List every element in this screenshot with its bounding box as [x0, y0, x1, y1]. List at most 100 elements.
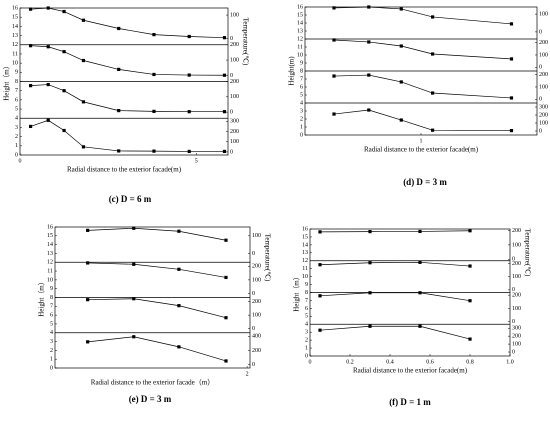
- y-tick-label: 10: [302, 274, 308, 280]
- y2-tick-label: 100: [539, 120, 548, 126]
- x-tick-label: 2: [246, 371, 249, 377]
- marker: [81, 58, 86, 63]
- marker: [62, 50, 66, 54]
- y-tick-label: 15: [47, 233, 53, 239]
- marker: [187, 149, 191, 154]
- marker: [418, 291, 422, 295]
- y-tick-label: 7: [15, 88, 18, 94]
- marker: [399, 118, 403, 122]
- y-tick-label: 4: [50, 330, 53, 336]
- y-tick-label: 8: [15, 79, 18, 85]
- marker: [222, 36, 227, 40]
- temperature-line: [87, 336, 227, 362]
- y2-tick-label: 100: [230, 57, 239, 63]
- temperature-line: [30, 84, 225, 113]
- marker: [28, 7, 33, 11]
- y2-tick-label: 100: [512, 274, 521, 280]
- y-tick-label: 2: [50, 348, 53, 354]
- y-tick-label: 16: [47, 224, 53, 230]
- y-tick-label: 11: [302, 266, 308, 272]
- y2-tick-label: 0: [252, 251, 255, 257]
- temperature-line: [30, 7, 225, 39]
- marker: [318, 230, 322, 234]
- marker: [222, 149, 227, 154]
- y-tick-label: 5: [300, 92, 303, 98]
- temperature-line: [333, 6, 512, 25]
- y2-tick-label: 0: [539, 65, 542, 71]
- y2-tick-label: 0: [230, 36, 233, 42]
- marker: [187, 110, 191, 114]
- y-tick-label: 13: [302, 250, 308, 256]
- y-tick-label: 4: [300, 100, 303, 106]
- y-tick-label: 14: [302, 242, 308, 248]
- temperature-line: [319, 230, 471, 233]
- marker: [431, 15, 435, 19]
- y-tick-label: 5: [305, 314, 308, 320]
- temperature-line: [319, 325, 471, 340]
- marker: [367, 108, 371, 112]
- y2-tick-label: 200: [539, 112, 548, 118]
- y-tick-label: 13: [12, 33, 18, 39]
- marker: [468, 337, 472, 341]
- y2-tick-label: 0: [539, 97, 542, 103]
- y-tick-label: 6: [15, 97, 18, 103]
- marker: [399, 7, 403, 11]
- temperature-line: [30, 45, 225, 76]
- y-tick-label: 0: [300, 132, 303, 138]
- caption: (c) D = 6 m: [109, 194, 152, 204]
- y-tick-label: 3: [15, 125, 18, 131]
- marker: [468, 264, 472, 268]
- y2-tick-label: 200: [230, 42, 239, 48]
- marker: [332, 6, 336, 10]
- marker: [187, 34, 191, 39]
- marker: [81, 145, 86, 149]
- y-tick-label: 9: [15, 70, 18, 76]
- y2-tick-label: 100: [512, 306, 521, 312]
- y2-tick-label: 200: [512, 261, 521, 267]
- marker: [318, 263, 322, 267]
- x-axis-label: Radial distance to the exterior facade(m…: [364, 146, 479, 154]
- y-tick-label: 16: [302, 226, 308, 232]
- y-tick-label: 9: [300, 60, 303, 66]
- temperature-line: [87, 262, 227, 278]
- marker: [318, 328, 322, 332]
- marker: [46, 118, 50, 122]
- y-tick-label: 6: [300, 84, 303, 90]
- y-axis-label: Height（m）: [38, 278, 46, 317]
- marker: [332, 38, 336, 42]
- y-tick-label: 1: [15, 143, 18, 149]
- marker: [431, 91, 435, 95]
- marker: [224, 359, 228, 363]
- x-tick-label: 1: [420, 138, 423, 144]
- y-axis-label: Height（m）: [3, 62, 11, 101]
- x-axis-label: Radial distance to the exterior facade（m…: [91, 379, 214, 387]
- x-tick-label: 5: [195, 158, 198, 164]
- y2-tick-label: 200: [252, 299, 261, 305]
- caption: (e) D = 3 m: [129, 394, 172, 404]
- y-tick-label: 6: [50, 313, 53, 319]
- marker: [46, 45, 50, 49]
- y-tick-label: 12: [297, 36, 303, 42]
- marker: [222, 110, 227, 114]
- x-tick-label: 0: [19, 158, 22, 164]
- marker: [418, 229, 422, 234]
- y2-tick-label: 300: [539, 104, 548, 110]
- marker: [399, 80, 403, 84]
- x-tick-label: 0.8: [466, 359, 474, 365]
- y-tick-label: 11: [12, 51, 18, 57]
- y2-tick-label: 100: [230, 139, 239, 145]
- y2-tick-label: 0: [252, 362, 255, 368]
- y2-tick-label: 100: [512, 242, 521, 248]
- y-tick-label: 4: [305, 322, 308, 328]
- y2-tick-label: 100: [252, 233, 261, 239]
- y2-tick-label: 100: [252, 277, 261, 283]
- x-tick-label: 0.2: [346, 359, 354, 365]
- marker: [431, 52, 435, 56]
- y2-tick-label: 0: [512, 287, 515, 293]
- marker: [224, 316, 228, 320]
- marker: [132, 226, 136, 230]
- marker: [46, 82, 50, 87]
- y-tick-label: 15: [302, 234, 308, 240]
- marker: [152, 72, 156, 77]
- y2-tick-label: 0: [230, 73, 233, 79]
